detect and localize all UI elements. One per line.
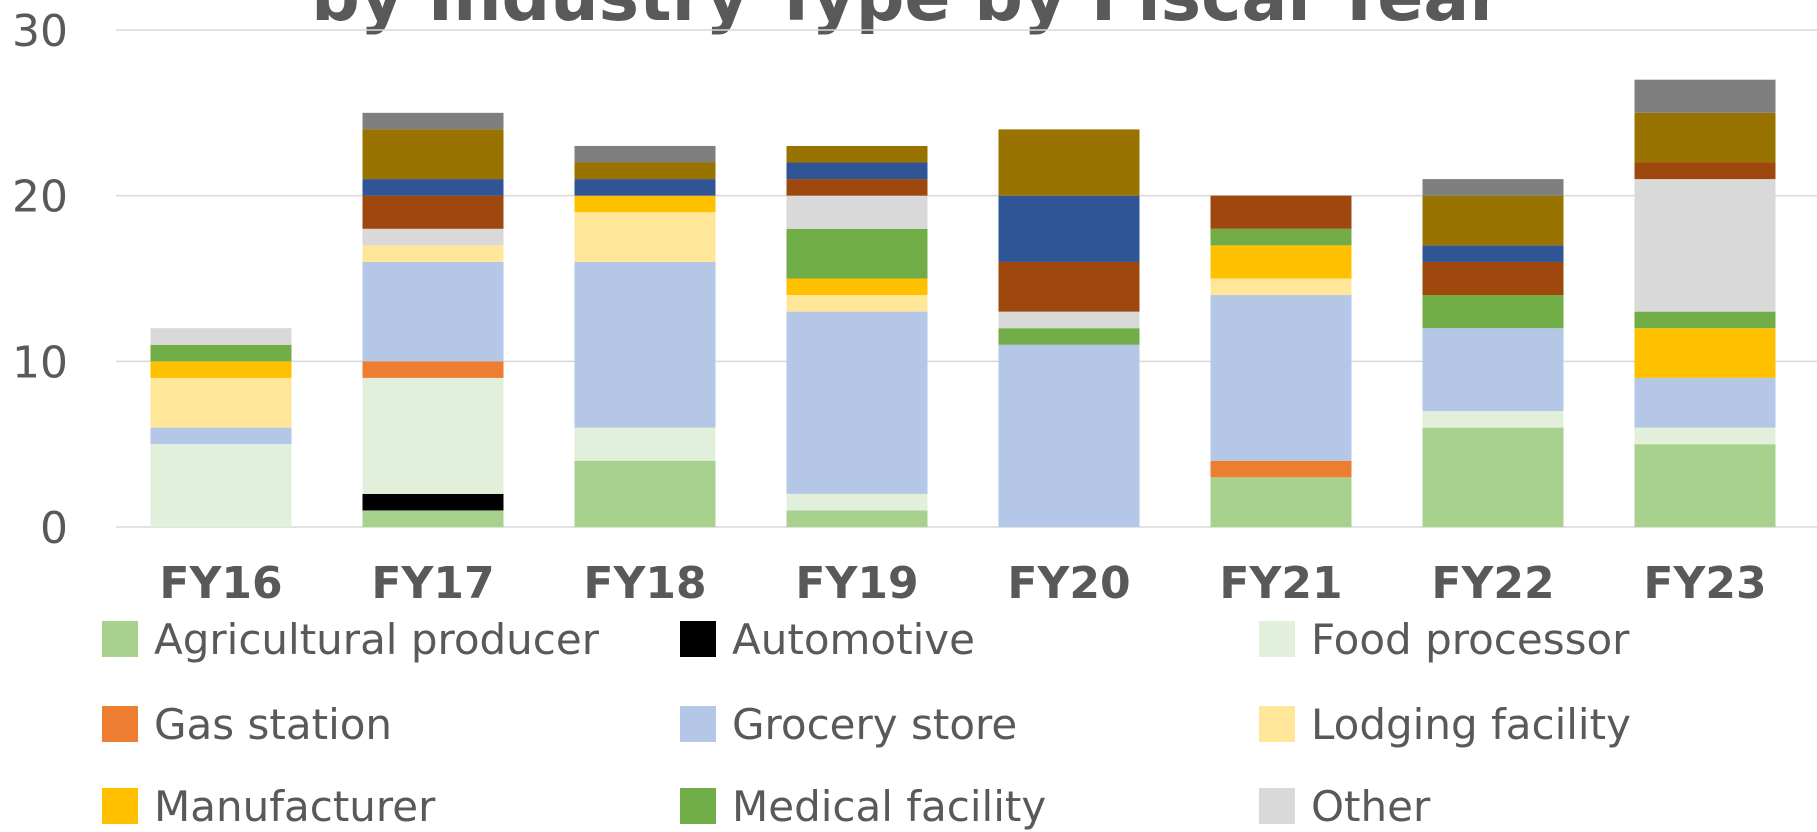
bar-segment	[786, 510, 928, 527]
bar-segment	[998, 129, 1140, 196]
x-tick-label: FY17	[371, 558, 494, 609]
legend-label: Other	[1311, 782, 1431, 831]
bar-segment	[150, 328, 292, 345]
legend-swatch	[102, 706, 138, 742]
bar-segment	[574, 460, 716, 527]
bar-segment	[574, 195, 716, 213]
bar-segment	[1634, 444, 1776, 527]
bar-segment	[362, 228, 504, 246]
bar-segment	[786, 179, 928, 196]
bar-segment	[1634, 377, 1776, 428]
bar-segment	[786, 195, 928, 229]
y-tick-label: 0	[40, 503, 68, 554]
bar-segment	[1634, 112, 1776, 163]
x-tick-label: FY23	[1643, 558, 1766, 609]
bar-segment	[1634, 311, 1776, 329]
bar-segment	[998, 195, 1140, 262]
bar-segment	[1422, 245, 1564, 262]
bar-segment	[1210, 295, 1352, 461]
bar-segment	[786, 311, 928, 494]
bar-segment	[150, 344, 292, 362]
x-tick-label: FY19	[795, 558, 918, 609]
x-tick-label: FY16	[159, 558, 282, 609]
bar-segment	[1422, 295, 1564, 329]
bar-segment	[1634, 79, 1776, 113]
bar-segment	[1422, 411, 1564, 428]
legend-label: Gas station	[154, 700, 392, 749]
y-tick-label: 10	[12, 337, 68, 388]
legend-swatch	[1259, 788, 1295, 824]
bar-segment	[362, 129, 504, 180]
bar-segment	[362, 261, 504, 362]
bar-segment	[1210, 228, 1352, 246]
bar-segment	[1634, 162, 1776, 180]
legend-swatch	[102, 621, 138, 657]
bar-segment	[1210, 278, 1352, 296]
bar-segment	[998, 328, 1140, 345]
bar-segment	[362, 493, 504, 511]
bar-segment	[362, 245, 504, 262]
legend-label: Food processor	[1311, 615, 1630, 664]
bar-segment	[150, 377, 292, 428]
bar-segment	[362, 361, 504, 378]
legend-label: Manufacturer	[154, 782, 436, 831]
bar-segment	[362, 195, 504, 229]
bar-segment	[362, 377, 504, 494]
bar-segment	[574, 162, 716, 180]
bar-segment	[786, 145, 928, 163]
bar-segment	[1210, 477, 1352, 527]
bar-segment	[998, 311, 1140, 329]
legend-swatch	[680, 706, 716, 742]
legend-label: Agricultural producer	[154, 615, 600, 664]
y-tick-label: 20	[12, 172, 68, 223]
chart-title: by Industry Type by Fiscal Year	[311, 0, 1503, 37]
bar-segment	[362, 112, 504, 130]
legend-swatch	[680, 788, 716, 824]
bar-segment	[574, 212, 716, 262]
bar-segment	[150, 427, 292, 445]
legend-swatch	[1259, 706, 1295, 742]
x-tick-label: FY21	[1219, 558, 1342, 609]
bar-segment	[362, 179, 504, 196]
bar-segment	[574, 179, 716, 196]
bar-segment	[786, 162, 928, 180]
bar-segment	[786, 493, 928, 511]
bar-segment	[1422, 261, 1564, 296]
bar-segment	[1422, 179, 1564, 196]
bar-segment	[150, 361, 292, 378]
bar-segment	[1210, 460, 1352, 478]
bar-segment	[786, 278, 928, 296]
bar-segment	[362, 510, 504, 527]
y-tick-label: 30	[12, 6, 68, 57]
bar-segment	[786, 295, 928, 312]
legend-label: Medical facility	[732, 782, 1046, 831]
legend-swatch	[102, 788, 138, 824]
bar-segment	[1210, 245, 1352, 279]
x-tick-label: FY20	[1007, 558, 1130, 609]
bar-segment	[574, 145, 716, 163]
bar-segment	[998, 261, 1140, 312]
legend-swatch	[680, 621, 716, 657]
bar-segment	[1634, 179, 1776, 312]
bar-segment	[1634, 328, 1776, 378]
legend-label: Lodging facility	[1311, 700, 1631, 749]
bar-segment	[1422, 328, 1564, 412]
x-tick-label: FY18	[583, 558, 706, 609]
bar-segment	[1634, 427, 1776, 445]
bar-segment	[1210, 195, 1352, 229]
bar-segment	[150, 444, 292, 527]
bar-segment	[998, 344, 1140, 527]
bar-segment	[574, 427, 716, 461]
x-tick-label: FY22	[1431, 558, 1554, 609]
bar-segment	[786, 228, 928, 279]
legend-swatch	[1259, 621, 1295, 657]
legend-label: Automotive	[732, 615, 975, 664]
bar-segment	[1422, 195, 1564, 246]
legend-label: Grocery store	[732, 700, 1017, 749]
bar-segment	[1422, 427, 1564, 527]
bar-segment	[574, 261, 716, 428]
